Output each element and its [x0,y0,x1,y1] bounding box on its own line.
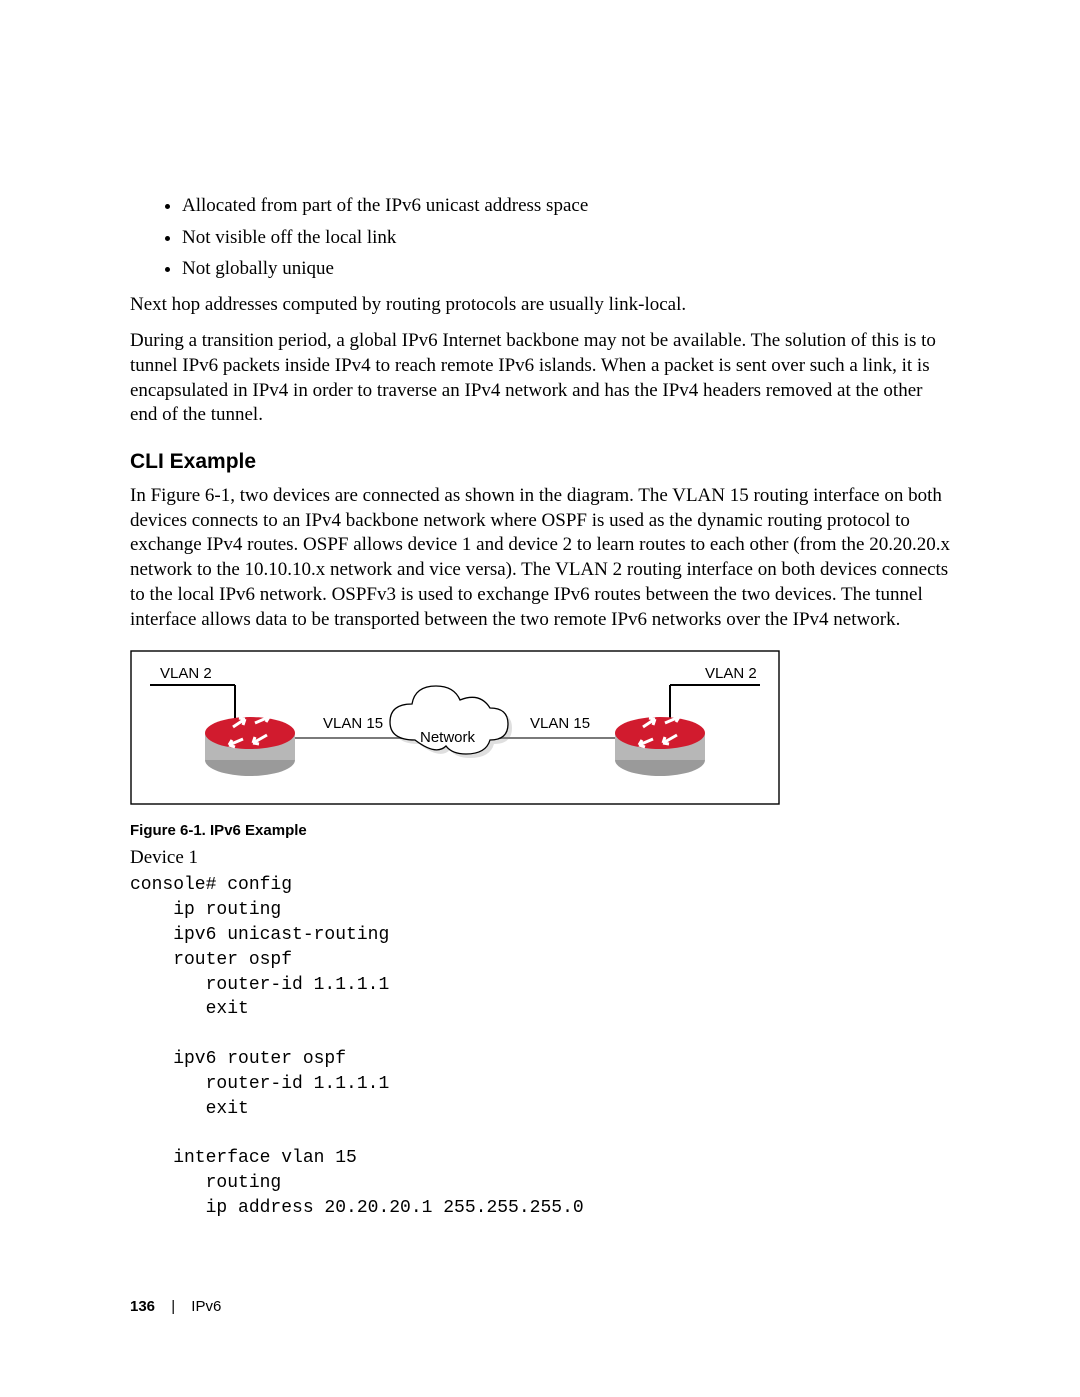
label-vlan15-left: VLAN 15 [323,715,383,732]
device-label: Device 1 [130,847,950,869]
bullet-item: Allocated from part of the IPv6 unicast … [182,192,950,220]
router-right-icon [615,715,705,776]
network-diagram: VLAN 2 VLAN 2 VLAN 15 VLAN 15 Network [130,650,950,810]
paragraph-cli: In Figure 6-1, two devices are connected… [130,484,950,632]
label-vlan2-left: VLAN 2 [160,665,212,682]
bullet-item: Not globally unique [182,255,950,283]
diagram-svg: VLAN 2 VLAN 2 VLAN 15 VLAN 15 Network [130,650,780,805]
footer-section: IPv6 [191,1298,221,1315]
label-vlan2-right: VLAN 2 [705,665,757,682]
page-number: 136 [130,1298,155,1315]
bullet-item: Not visible off the local link [182,224,950,252]
code-block: console# config ip routing ipv6 unicast-… [130,873,950,1221]
footer-separator: | [171,1298,175,1315]
paragraph-nexthop: Next hop addresses computed by routing p… [130,293,950,318]
heading-cli-example: CLI Example [130,450,950,474]
bullet-list: Allocated from part of the IPv6 unicast … [130,192,950,283]
label-vlan15-right: VLAN 15 [530,715,590,732]
label-network: Network [420,729,476,746]
page: Allocated from part of the IPv6 unicast … [0,0,1080,1397]
figure-caption: Figure 6-1. IPv6 Example [130,822,950,839]
paragraph-transition: During a transition period, a global IPv… [130,329,950,428]
router-left-icon [205,715,295,776]
page-footer: 136 | IPv6 [130,1298,221,1315]
